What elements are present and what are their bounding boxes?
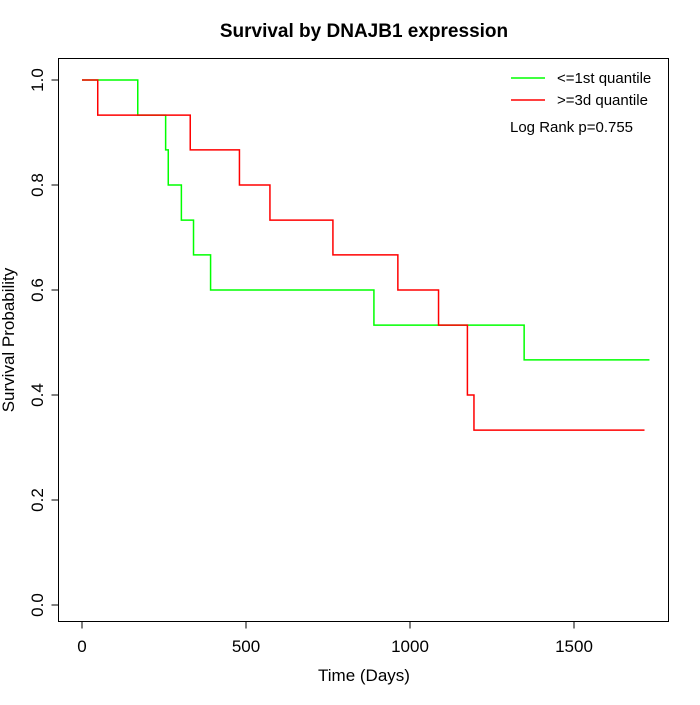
series-layer [82,79,650,431]
log-rank-annotation: Log Rank p=0.755 [510,119,633,136]
x-tick-label: 1500 [555,637,593,656]
x-axis-label: Time (Days) [318,666,410,685]
legend: <=1st quantile >=3d quantile [511,70,651,109]
y-tick-label: 0.8 [28,173,47,197]
chart-title: Survival by DNAJB1 expression [220,21,508,42]
y-tick-label: 0.6 [28,278,47,302]
x-tick-label: 0 [77,637,86,656]
y-axis-label: Survival Probability [0,267,18,412]
y-tick-label: 0.4 [28,383,47,407]
y-tick-label: 0.2 [28,488,47,512]
series-line-2 [82,79,645,431]
y-tick-label: 0.0 [28,593,47,617]
y-axis: 0.0 0.2 0.4 0.6 0.8 1.0 [28,68,59,617]
x-axis: 0 500 1000 1500 [77,621,593,656]
legend-label: <=1st quantile [557,70,651,87]
x-tick-label: 500 [232,637,260,656]
y-tick-label: 1.0 [28,68,47,92]
legend-label: >=3d quantile [557,92,648,109]
x-tick-label: 1000 [391,637,429,656]
